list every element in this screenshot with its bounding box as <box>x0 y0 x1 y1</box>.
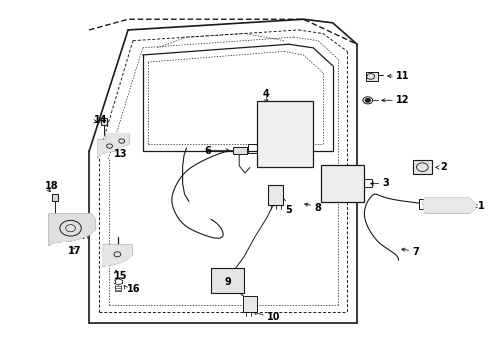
Bar <box>243 296 257 312</box>
Text: 8: 8 <box>314 203 321 213</box>
Text: 5: 5 <box>285 204 292 215</box>
Text: 10: 10 <box>268 312 281 322</box>
Text: 17: 17 <box>68 246 81 256</box>
Text: 3: 3 <box>382 177 389 188</box>
Text: 1: 1 <box>478 201 485 211</box>
Polygon shape <box>103 245 132 266</box>
Bar <box>413 160 432 174</box>
Bar <box>52 194 58 202</box>
Text: 6: 6 <box>204 146 211 156</box>
Text: 18: 18 <box>45 181 59 192</box>
Text: 14: 14 <box>94 115 107 125</box>
Polygon shape <box>49 214 95 245</box>
Text: 2: 2 <box>440 162 447 172</box>
Bar <box>366 72 378 81</box>
Bar <box>320 165 365 202</box>
Polygon shape <box>98 134 129 157</box>
Text: 7: 7 <box>412 247 419 257</box>
Text: 9: 9 <box>224 277 231 287</box>
Text: 15: 15 <box>114 271 127 281</box>
Text: 11: 11 <box>396 71 410 81</box>
Text: 4: 4 <box>263 89 270 99</box>
Polygon shape <box>423 198 476 213</box>
Text: 12: 12 <box>396 95 410 105</box>
Text: 13: 13 <box>114 149 127 159</box>
Bar <box>257 102 313 167</box>
Bar <box>233 147 247 154</box>
Bar <box>101 118 107 125</box>
Text: 16: 16 <box>126 284 140 294</box>
Bar <box>211 268 244 293</box>
Circle shape <box>366 99 370 102</box>
Bar <box>269 185 283 205</box>
